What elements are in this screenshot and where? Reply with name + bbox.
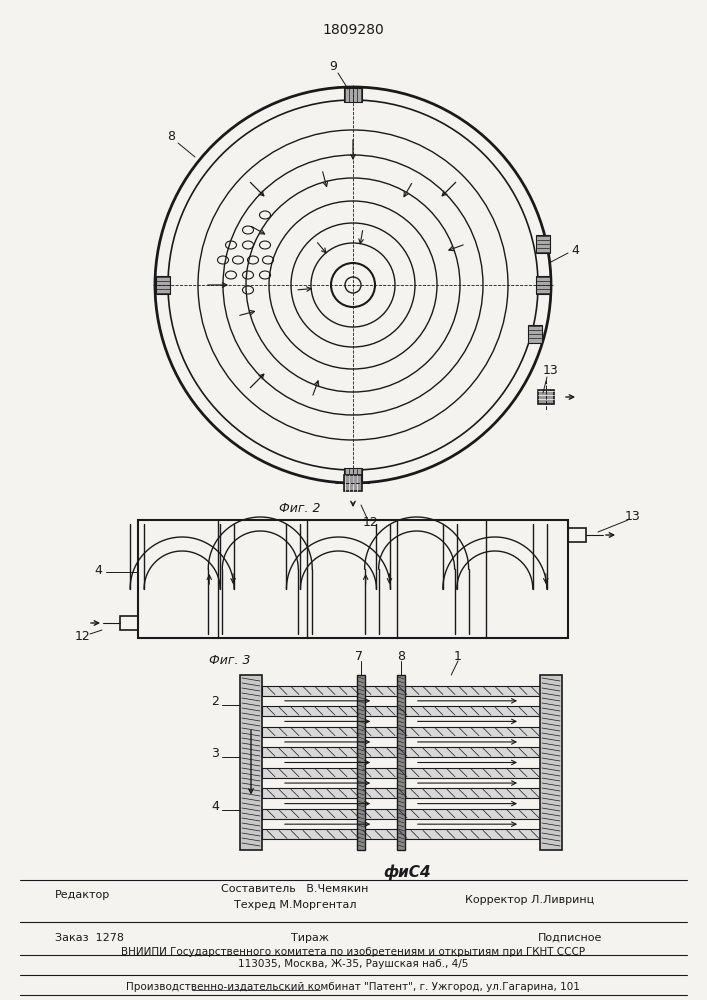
Text: 2: 2 bbox=[211, 695, 219, 708]
Bar bbox=[138, 520, 568, 638]
Text: 1: 1 bbox=[454, 650, 462, 664]
Text: фиС4: фиС4 bbox=[383, 864, 431, 880]
Bar bbox=[536, 276, 550, 294]
Text: 12: 12 bbox=[363, 516, 379, 530]
Text: 12: 12 bbox=[75, 630, 91, 643]
Text: Техред М.Моргентал: Техред М.Моргентал bbox=[234, 900, 356, 910]
Bar bbox=[120, 616, 138, 630]
Bar bbox=[240, 675, 262, 850]
Bar bbox=[156, 276, 170, 294]
Text: Фиг. 3: Фиг. 3 bbox=[209, 654, 251, 666]
Text: 4: 4 bbox=[211, 800, 219, 813]
Text: Составитель   В.Чемякин: Составитель В.Чемякин bbox=[221, 884, 368, 894]
Bar bbox=[538, 390, 554, 404]
Text: Тираж: Тираж bbox=[291, 933, 329, 943]
Text: 8: 8 bbox=[397, 650, 405, 664]
Text: 4: 4 bbox=[571, 243, 579, 256]
Bar bbox=[262, 768, 540, 778]
Text: 3: 3 bbox=[211, 747, 219, 760]
Bar bbox=[262, 706, 540, 716]
Bar bbox=[536, 235, 550, 253]
Bar bbox=[262, 829, 540, 839]
Bar bbox=[568, 528, 586, 542]
Text: 113035, Москва, Ж-35, Раушская наб., 4/5: 113035, Москва, Ж-35, Раушская наб., 4/5 bbox=[238, 959, 468, 969]
Text: 1809280: 1809280 bbox=[322, 23, 384, 37]
Text: 7: 7 bbox=[355, 650, 363, 664]
Text: Производственно-издательский комбинат "Патент", г. Ужгород, ул.Гагарина, 101: Производственно-издательский комбинат "П… bbox=[126, 982, 580, 992]
Text: 13: 13 bbox=[625, 510, 641, 522]
Bar bbox=[397, 675, 405, 850]
Text: 4: 4 bbox=[94, 564, 102, 576]
Text: Редактор: Редактор bbox=[55, 890, 110, 900]
Bar bbox=[344, 475, 362, 491]
Bar bbox=[262, 809, 540, 819]
Bar bbox=[344, 88, 362, 102]
Bar bbox=[540, 675, 562, 850]
Text: Корректор Л.Ливринц: Корректор Л.Ливринц bbox=[465, 895, 595, 905]
Bar bbox=[262, 747, 540, 757]
Text: Подписное: Подписное bbox=[538, 933, 602, 943]
Text: 8: 8 bbox=[167, 130, 175, 143]
Bar bbox=[262, 788, 540, 798]
Bar bbox=[357, 675, 365, 850]
Text: 13: 13 bbox=[543, 363, 559, 376]
Bar bbox=[344, 468, 362, 482]
Bar bbox=[262, 727, 540, 737]
Bar bbox=[262, 686, 540, 696]
Text: Фиг. 2: Фиг. 2 bbox=[279, 502, 321, 514]
Text: 9: 9 bbox=[329, 60, 337, 74]
Bar bbox=[528, 325, 542, 343]
Text: Заказ  1278: Заказ 1278 bbox=[55, 933, 124, 943]
Text: ВНИИПИ Государственного комитета по изобретениям и открытиям при ГКНТ СССР: ВНИИПИ Государственного комитета по изоб… bbox=[121, 947, 585, 957]
